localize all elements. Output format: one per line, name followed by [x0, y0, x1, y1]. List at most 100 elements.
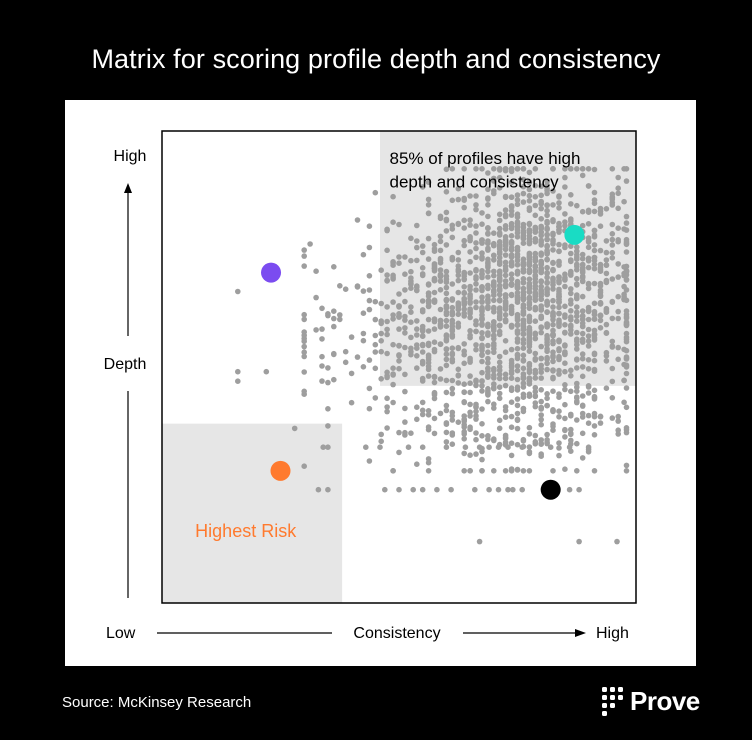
- cloud-point: [431, 297, 438, 304]
- cloud-point: [425, 300, 432, 306]
- cloud-point: [568, 166, 574, 172]
- cloud-point: [443, 377, 450, 384]
- cloud-point: [508, 364, 515, 371]
- cloud-point: [479, 334, 485, 341]
- cloud-point: [419, 265, 426, 271]
- cloud-point: [443, 407, 450, 414]
- cloud-point: [384, 408, 390, 415]
- cloud-point: [354, 284, 361, 290]
- cloud-point: [591, 261, 598, 268]
- cloud-point: [526, 424, 533, 431]
- cloud-point: [585, 357, 592, 363]
- cloud-point: [443, 429, 450, 436]
- cloud-point: [514, 425, 521, 432]
- cloud-point: [372, 316, 379, 323]
- cloud-point: [574, 365, 580, 371]
- cloud-point: [520, 190, 527, 197]
- cloud-point: [550, 374, 556, 381]
- cloud-point: [443, 346, 450, 353]
- cloud-point: [597, 211, 604, 217]
- cloud-point: [437, 233, 444, 240]
- cloud-point: [526, 449, 533, 455]
- brand-name: Prove: [630, 686, 700, 716]
- cloud-point: [574, 336, 580, 342]
- cloud-point: [538, 306, 544, 312]
- cloud-point: [313, 294, 319, 301]
- cloud-point: [319, 363, 325, 369]
- cloud-point: [591, 208, 598, 215]
- cloud-point: [544, 226, 550, 233]
- cloud-point: [526, 360, 533, 367]
- cloud-point: [301, 316, 307, 323]
- cloud-point: [547, 444, 554, 451]
- cloud-point: [331, 308, 337, 314]
- cloud-point: [491, 319, 497, 326]
- cloud-point: [455, 311, 462, 318]
- cloud-point: [550, 367, 556, 373]
- cloud-point: [550, 297, 556, 304]
- cloud-point: [437, 317, 444, 324]
- cloud-point: [526, 269, 533, 276]
- x-axis-high-label: High: [596, 625, 629, 642]
- cloud-point: [544, 279, 550, 286]
- cloud-point: [514, 294, 521, 301]
- cloud-point: [402, 429, 408, 436]
- cloud-point: [556, 304, 562, 311]
- cloud-point: [556, 408, 562, 415]
- cloud-point: [485, 323, 491, 329]
- cloud-point: [437, 213, 444, 220]
- cloud-point: [479, 250, 485, 256]
- cloud-point: [550, 202, 556, 208]
- cloud-point: [461, 270, 468, 276]
- cloud-point: [485, 372, 491, 378]
- cloud-point: [431, 241, 438, 248]
- cloud-point: [514, 351, 521, 358]
- cloud-point: [519, 486, 525, 493]
- cloud-point: [615, 308, 621, 315]
- cloud-point: [473, 304, 479, 311]
- cloud-point: [502, 252, 509, 258]
- cloud-point: [431, 430, 438, 437]
- cloud-point: [342, 359, 349, 366]
- cloud-point: [609, 242, 616, 248]
- cloud-point: [372, 332, 379, 339]
- cloud-point: [467, 270, 473, 276]
- cloud-point: [550, 388, 556, 395]
- cloud-point: [538, 387, 544, 393]
- cloud-point: [402, 325, 408, 331]
- cloud-point: [473, 266, 479, 273]
- cloud-point: [538, 265, 544, 272]
- cloud-point: [408, 304, 414, 310]
- cloud-point: [425, 366, 432, 373]
- cloud-point: [526, 393, 533, 400]
- cloud-point: [615, 344, 621, 351]
- cloud-point: [496, 359, 503, 366]
- cloud-point: [544, 242, 550, 249]
- highlight-point-teal: [564, 224, 585, 245]
- cloud-point: [550, 238, 556, 245]
- cloud-point: [562, 314, 568, 320]
- cloud-point: [449, 334, 456, 340]
- cloud-point: [538, 216, 544, 222]
- cloud-point: [437, 366, 444, 372]
- cloud-point: [473, 281, 479, 287]
- cloud-point: [574, 399, 580, 406]
- cloud-point: [526, 252, 533, 258]
- cloud-point: [579, 393, 586, 399]
- cloud-point: [479, 448, 485, 455]
- cloud-point: [485, 342, 491, 349]
- cloud-point: [402, 313, 408, 320]
- cloud-point: [485, 268, 491, 275]
- cloud-point: [449, 345, 456, 351]
- cloud-point: [443, 444, 450, 451]
- cloud-point: [520, 326, 527, 333]
- cloud-point: [449, 377, 456, 384]
- cloud-point: [597, 287, 604, 294]
- cloud-point: [556, 445, 562, 451]
- cloud-point: [508, 452, 515, 459]
- cloud-point: [467, 468, 473, 474]
- cloud-point: [550, 427, 556, 434]
- cloud-point: [461, 421, 468, 428]
- cloud-point: [520, 302, 527, 308]
- cloud-point: [544, 309, 550, 316]
